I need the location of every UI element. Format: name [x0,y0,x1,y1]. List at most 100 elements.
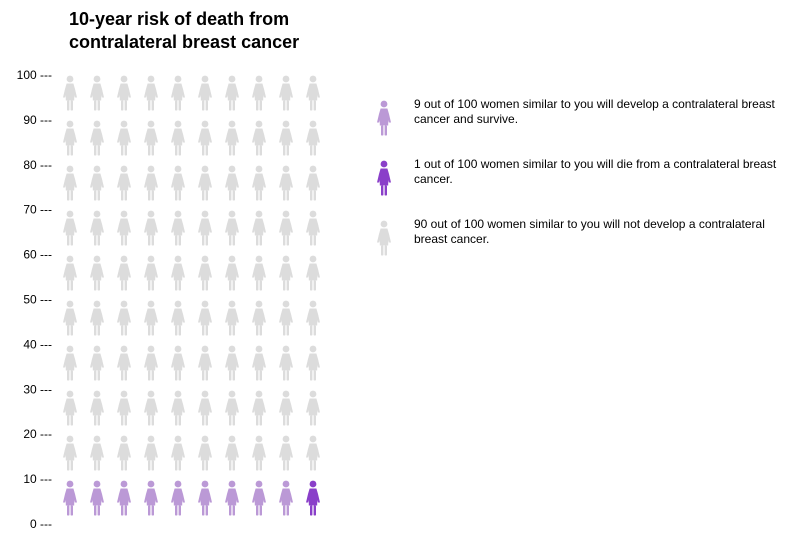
woman-icon [117,120,131,156]
legend-die-woman-icon [377,160,391,196]
woman-icon [171,165,185,201]
woman-icon [252,120,266,156]
y-tick-label: 20 --- [23,427,52,441]
woman-icon [306,345,320,381]
woman-icon [63,210,77,246]
woman-icon [198,165,212,201]
woman-icon [144,165,158,201]
woman-icon [198,345,212,381]
woman-icon [63,480,77,516]
woman-icon [144,480,158,516]
woman-icon [279,300,293,336]
woman-icon [117,480,131,516]
y-tick-label: 0 --- [30,517,52,531]
y-tick-label: 70 --- [23,203,52,217]
woman-icon [252,210,266,246]
woman-icon [252,75,266,111]
woman-icon [306,210,320,246]
woman-icon [306,480,320,516]
y-tick-label: 10 --- [23,472,52,486]
woman-icon [90,120,104,156]
y-tick-label: 60 --- [23,248,52,262]
woman-icon [198,75,212,111]
y-tick-label: 30 --- [23,382,52,396]
woman-icon [90,255,104,291]
woman-icon [144,255,158,291]
woman-icon [279,255,293,291]
woman-icon [171,435,185,471]
woman-icon [117,300,131,336]
woman-icon [171,300,185,336]
woman-icon [198,480,212,516]
y-tick-label: 90 --- [23,113,52,127]
woman-icon [63,390,77,426]
woman-icon [90,300,104,336]
legend-label-no-cancer: 90 out of 100 women similar to you will … [414,217,765,246]
woman-icon [225,435,239,471]
woman-icon [117,390,131,426]
woman-icon [90,75,104,111]
woman-icon [252,300,266,336]
woman-icon [117,255,131,291]
woman-icon [252,390,266,426]
woman-icon [198,300,212,336]
y-axis: 100 --- 90 --- 80 --- 70 --- 60 --- 50 --- 40 … [17,68,52,531]
woman-icon [225,210,239,246]
woman-icon [306,165,320,201]
woman-icon [279,435,293,471]
woman-icon [225,300,239,336]
woman-icon [171,120,185,156]
legend-item-no-cancer: 90 out of 100 women similar to you will … [372,217,802,267]
woman-icon [225,345,239,381]
woman-icon [252,480,266,516]
woman-icon [144,300,158,336]
woman-icon [144,390,158,426]
woman-icon [63,75,77,111]
woman-icon [90,390,104,426]
legend-item-die: 1 out of 100 women similar to you will d… [372,157,802,207]
woman-icon [90,435,104,471]
y-tick-label: 100 --- [17,68,52,82]
legend-label-die: 1 out of 100 women similar to you will d… [414,157,777,186]
woman-icon [63,255,77,291]
legend-survive-woman-icon [377,100,391,136]
woman-icon [306,255,320,291]
woman-icon [225,75,239,111]
woman-icon [225,255,239,291]
woman-icon [279,165,293,201]
woman-icon [144,120,158,156]
woman-icon [117,435,131,471]
woman-icon [306,390,320,426]
woman-icon [252,255,266,291]
woman-icon [306,120,320,156]
woman-icon [63,165,77,201]
woman-icon [63,120,77,156]
woman-icon [225,165,239,201]
y-tick-label: 80 --- [23,158,52,172]
woman-icon [90,345,104,381]
woman-icon [279,480,293,516]
woman-icon [90,480,104,516]
woman-icon [171,390,185,426]
woman-icon [171,255,185,291]
woman-icon [306,300,320,336]
woman-icon [171,480,185,516]
woman-icon [144,345,158,381]
woman-icon [90,210,104,246]
woman-icon [171,210,185,246]
woman-icon [279,390,293,426]
woman-icon [63,300,77,336]
woman-icon [306,75,320,111]
legend-label-survive: 9 out of 100 women similar to you will d… [414,97,775,126]
woman-icon [144,75,158,111]
woman-icon [171,75,185,111]
woman-icon [117,345,131,381]
woman-icon [90,165,104,201]
woman-icon [117,210,131,246]
icon-grid [63,75,320,516]
legend-no-cancer-woman-icon [377,220,391,256]
woman-icon [198,390,212,426]
woman-icon [144,210,158,246]
woman-icon [198,255,212,291]
